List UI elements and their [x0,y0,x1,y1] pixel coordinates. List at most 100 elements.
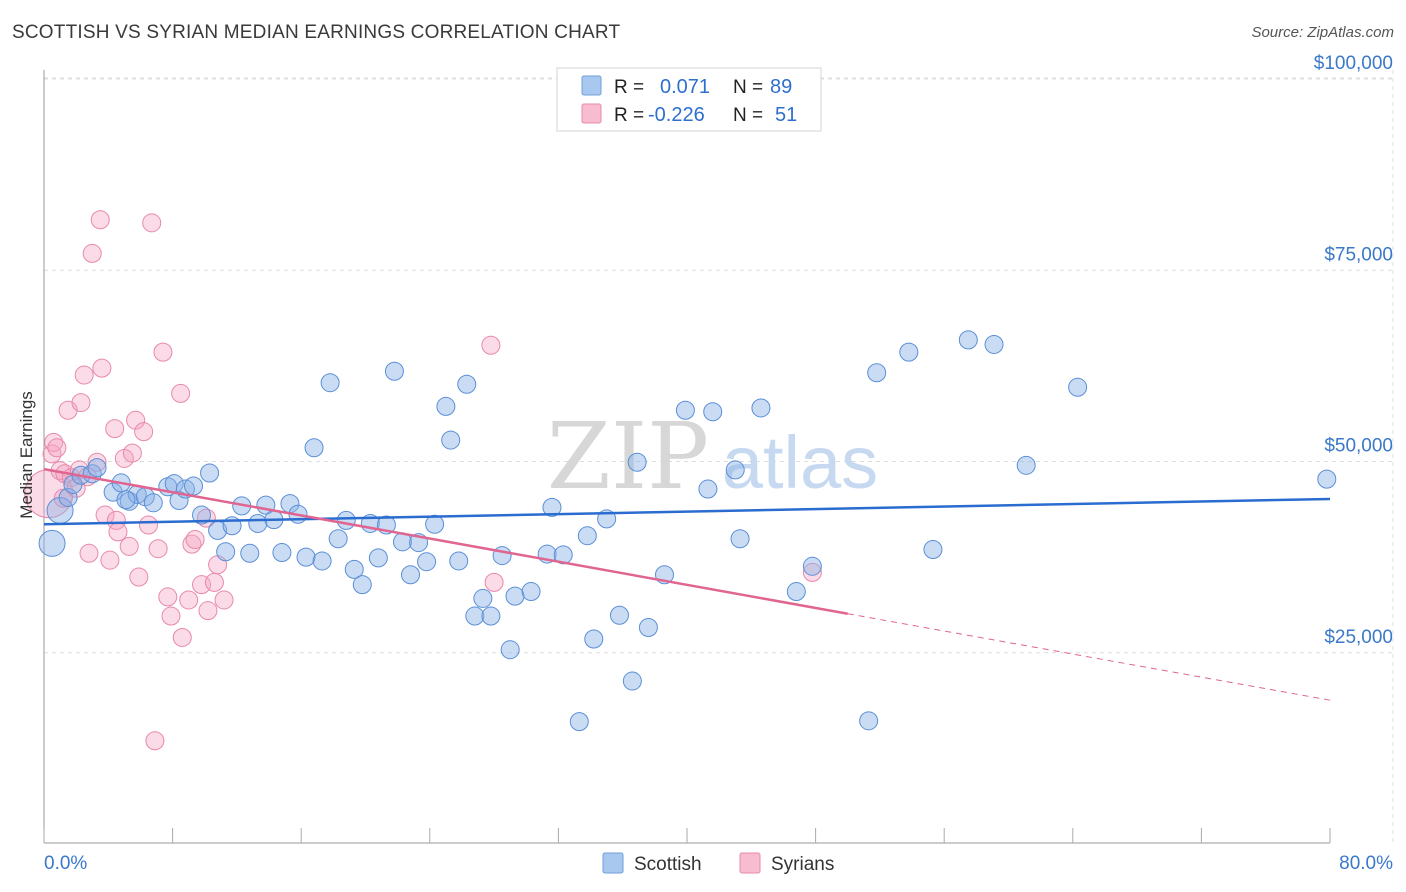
syrian-point [198,601,218,621]
syrian-point [179,590,199,610]
scottish-points [38,330,1337,732]
series-legend: Scottish Syrians [602,852,834,875]
x-tick-label: 80.0% [1339,853,1393,874]
syrian-point [484,572,504,592]
scottish-point [304,438,324,458]
syrian-point [126,410,146,430]
syrian-point [92,358,112,378]
scottish-point [698,479,718,499]
scottish-point [802,556,822,576]
scottish-point [312,551,332,571]
scottish-point [417,552,437,572]
scottish-swatch [581,75,602,96]
scottish-point [401,565,421,585]
syrian-point [44,432,64,452]
syrian-r-value: -0.226 [648,104,705,126]
scottish-point [584,629,604,649]
syrian-n-label: N = [733,105,763,126]
scottish-trend-line [43,497,1331,526]
scottish-point [240,543,260,563]
syrian-point [802,562,822,582]
scottish-point [320,373,340,393]
scottish-point [183,476,203,496]
syrian-point [108,522,128,542]
watermark-zip: ZIP [547,403,709,510]
scottish-point [638,618,658,638]
syrian-point [122,443,142,463]
axes [43,70,1331,844]
scottish-point [449,551,469,571]
syrian-point [148,539,168,559]
trend-lines [43,467,1331,701]
scottish-point [272,543,292,563]
stats-legend: R = 0.071 N = 89 R = -0.226 N = 51 [556,67,822,132]
x-tick-label: 0.0% [44,853,87,874]
legend-scottish-label: Scottish [634,854,702,875]
scottish-point [384,361,404,381]
scottish-point [344,559,364,579]
syrian-swatch [581,103,602,124]
syrian-n-value: 51 [775,104,797,126]
y-tick-label: $50,000 [1324,436,1393,457]
scottish-point [725,460,745,480]
scottish-point [1068,377,1088,397]
scottish-point [425,514,445,534]
syrian-point [79,543,99,563]
scottish-point [336,510,356,530]
chart-title: SCOTTISH VS SYRIAN MEDIAN EARNINGS CORRE… [12,22,621,43]
scottish-point [859,711,879,731]
scottish-point [500,640,520,660]
scottish-point [553,545,573,565]
legend-syrian-label: Syrians [771,854,834,875]
scottish-point [143,493,163,513]
scottish-point [505,586,525,606]
scottish-point [622,671,642,691]
syrian-trend-extension [847,613,1331,701]
scottish-point [87,458,107,478]
syrian-point [134,422,154,442]
zipatlas-watermark: ZIP atlas [547,403,878,510]
scottish-point [457,374,477,394]
watermark-atlas: atlas [722,421,878,504]
syrian-point [71,393,91,413]
scottish-point [352,575,372,595]
syrian-point [129,567,149,587]
scottish-n-label: N = [733,77,763,98]
syrian-trend-line [43,467,848,615]
syrian-point [171,383,191,403]
syrian-point [172,627,192,647]
scottish-point [569,712,589,732]
scottish-point [899,342,919,362]
scottish-point [116,490,136,510]
scottish-point [436,396,456,416]
y-axis-label: Median Earnings [17,391,36,519]
scottish-point [441,430,461,450]
scottish-point [730,529,750,549]
syrian-point [145,731,165,751]
syrian-point [82,243,102,263]
syrian-r-label: R = [614,105,644,126]
scottish-n-value: 89 [770,76,792,98]
y-tick-label: $25,000 [1324,627,1393,648]
y-tick-label: $75,000 [1324,244,1393,265]
scottish-point [119,491,139,511]
scottish-point [751,398,771,418]
scottish-point [1016,455,1036,475]
scottish-point [675,400,695,420]
scottish-point [368,548,388,568]
syrian-point [481,335,501,355]
x-tick-labels: 0.0% 80.0% [44,853,1393,874]
legend-syrian-swatch [739,852,761,874]
scottish-point [216,542,236,562]
legend-scottish-swatch [602,852,624,874]
y-tick-label: $100,000 [1314,53,1393,74]
scottish-point [328,529,348,549]
scottish-point [577,526,597,546]
scottish-point [38,529,66,557]
scottish-point [923,539,943,559]
scottish-point [473,588,493,608]
scottish-point [1317,469,1337,489]
scottish-point [192,505,212,525]
scottish-point [521,582,541,602]
